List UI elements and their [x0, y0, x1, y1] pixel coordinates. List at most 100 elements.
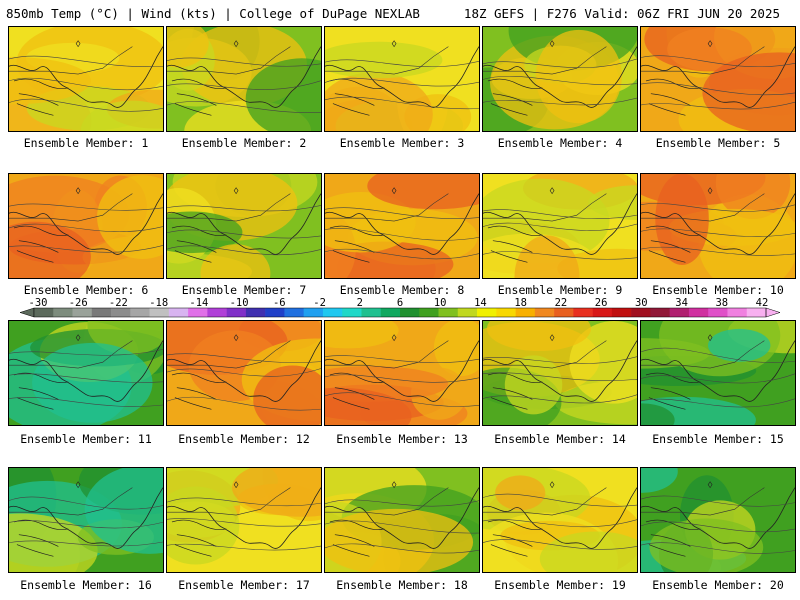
- temperature-shade: [486, 321, 591, 352]
- member-map-8: [324, 173, 480, 279]
- location-marker-icon: [391, 334, 397, 342]
- location-marker-icon: [707, 334, 713, 342]
- member-label-14: Ensemble Member: 14: [494, 432, 626, 446]
- contour-line: [641, 82, 795, 96]
- member-map-10: [640, 173, 796, 279]
- member-label-16: Ensemble Member: 16: [20, 578, 152, 592]
- member-map-17: [166, 467, 322, 573]
- contour-line: [483, 394, 637, 404]
- contour-line: [641, 495, 795, 507]
- border-line: [641, 340, 765, 369]
- colorbar-swatch: [245, 308, 266, 317]
- coastline: [9, 487, 163, 549]
- contour-line: [167, 518, 321, 527]
- contour-line: [9, 98, 163, 112]
- contour-line: [483, 539, 637, 550]
- location-marker-icon: [75, 187, 81, 195]
- member-map-9: [482, 173, 638, 279]
- border-line: [167, 340, 291, 369]
- contour-line: [483, 209, 637, 219]
- member-map-13: [324, 320, 480, 426]
- contour-line: [167, 101, 321, 113]
- run-valid-time: 18Z GEFS | F276 Valid: 06Z FRI JUN 20 20…: [463, 6, 780, 21]
- member-map-1: [8, 26, 164, 132]
- temperature-shade: [325, 387, 412, 425]
- coastline: [9, 193, 163, 255]
- coastline: [325, 193, 479, 255]
- colorbar-swatch: [669, 308, 690, 317]
- colorbar-tick-label: 14: [474, 297, 487, 309]
- contour-line: [483, 58, 637, 69]
- great-lakes-outline: [487, 225, 543, 263]
- temperature-shade: [200, 244, 271, 278]
- location-marker-icon: [233, 334, 239, 342]
- contour-line: [167, 57, 321, 67]
- border-line: [167, 46, 291, 75]
- member-map-2: [166, 26, 322, 132]
- border-line: [483, 340, 607, 369]
- member-map-20: [640, 467, 796, 573]
- contour-line: [167, 353, 321, 363]
- member-label-11: Ensemble Member: 11: [20, 432, 152, 446]
- colorbar-swatch: [554, 308, 574, 317]
- colorbar-swatch: [91, 308, 112, 317]
- temperature-shade: [367, 174, 479, 210]
- member-label-3: Ensemble Member: 3: [339, 136, 465, 150]
- coastline: [483, 487, 637, 549]
- border-line: [641, 193, 765, 222]
- colorbar-swatch: [400, 308, 420, 317]
- member-label-7: Ensemble Member: 7: [181, 283, 307, 297]
- location-marker-icon: [707, 481, 713, 489]
- great-lakes-outline: [487, 519, 543, 557]
- colorbar-swatch: [746, 308, 767, 317]
- contour-line: [641, 398, 795, 408]
- great-lakes-outline: [13, 372, 69, 410]
- member-map-7: [166, 173, 322, 279]
- contour-line: [325, 520, 479, 534]
- temperature-shade: [667, 27, 752, 71]
- temperature-shade: [325, 41, 443, 79]
- colorbar-tick-label: 30: [635, 297, 648, 309]
- temperature-shade: [84, 468, 163, 554]
- temperature-shade: [535, 29, 622, 124]
- colorbar-swatch: [631, 308, 651, 317]
- temperature-shade: [708, 328, 771, 362]
- temperature-shade: [702, 52, 795, 131]
- temperature-shade: [655, 174, 709, 266]
- contour-line: [325, 392, 479, 407]
- contour-line: [641, 373, 795, 384]
- location-marker-icon: [549, 40, 555, 48]
- colorbar-tick-label: -14: [189, 297, 208, 309]
- colorbar-swatch: [34, 308, 54, 317]
- great-lakes-outline: [13, 519, 69, 557]
- member-label-1: Ensemble Member: 1: [23, 136, 149, 150]
- colorbar-tick-label: 2: [357, 297, 363, 309]
- contour-line: [167, 497, 321, 507]
- temperature-shade: [231, 468, 321, 517]
- coastline: [9, 340, 163, 402]
- border-line: [325, 340, 449, 369]
- coastline: [325, 487, 479, 549]
- colorbar-swatch: [611, 308, 632, 317]
- member-label-19: Ensemble Member: 19: [494, 578, 626, 592]
- contour-line: [641, 101, 795, 110]
- colorbar-swatch: [650, 308, 670, 317]
- colorbar-outline: [33, 307, 767, 318]
- great-lakes-outline: [329, 372, 385, 410]
- colorbar-swatch: [265, 308, 285, 317]
- colorbar-swatch: [188, 308, 208, 317]
- member-label-17: Ensemble Member: 17: [178, 578, 310, 592]
- contour-line: [9, 77, 163, 90]
- great-lakes-outline: [645, 225, 701, 263]
- temperature-shade: [514, 235, 580, 278]
- contour-line: [483, 251, 637, 260]
- coastline: [483, 193, 637, 255]
- contour-line: [483, 222, 637, 231]
- temperature-shade: [325, 72, 433, 131]
- temperature-shade: [80, 100, 163, 131]
- contour-line: [9, 245, 163, 253]
- temperature-shade: [649, 518, 764, 572]
- colorbar-tick-label: 42: [756, 297, 769, 309]
- colorbar-swatch: [477, 308, 497, 317]
- location-marker-icon: [75, 481, 81, 489]
